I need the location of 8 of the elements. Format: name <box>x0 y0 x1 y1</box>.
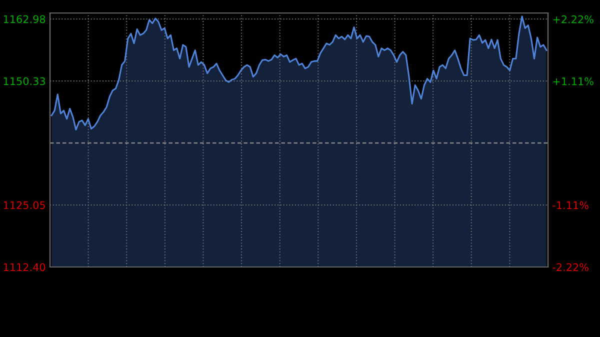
y-tick-label: 1125.05 <box>4 201 45 210</box>
y-tick-label: 1162.98 <box>4 15 46 24</box>
y2-tick-label: +2.22% <box>553 15 594 24</box>
y2-tick-label: -1.11% <box>552 201 588 210</box>
y-tick-label: 1112.40 <box>4 263 46 272</box>
y2-tick-label: -2.22% <box>552 263 588 272</box>
y-tick-label: 1150.33 <box>4 77 45 86</box>
y2-tick-label: +1.11% <box>553 77 594 86</box>
